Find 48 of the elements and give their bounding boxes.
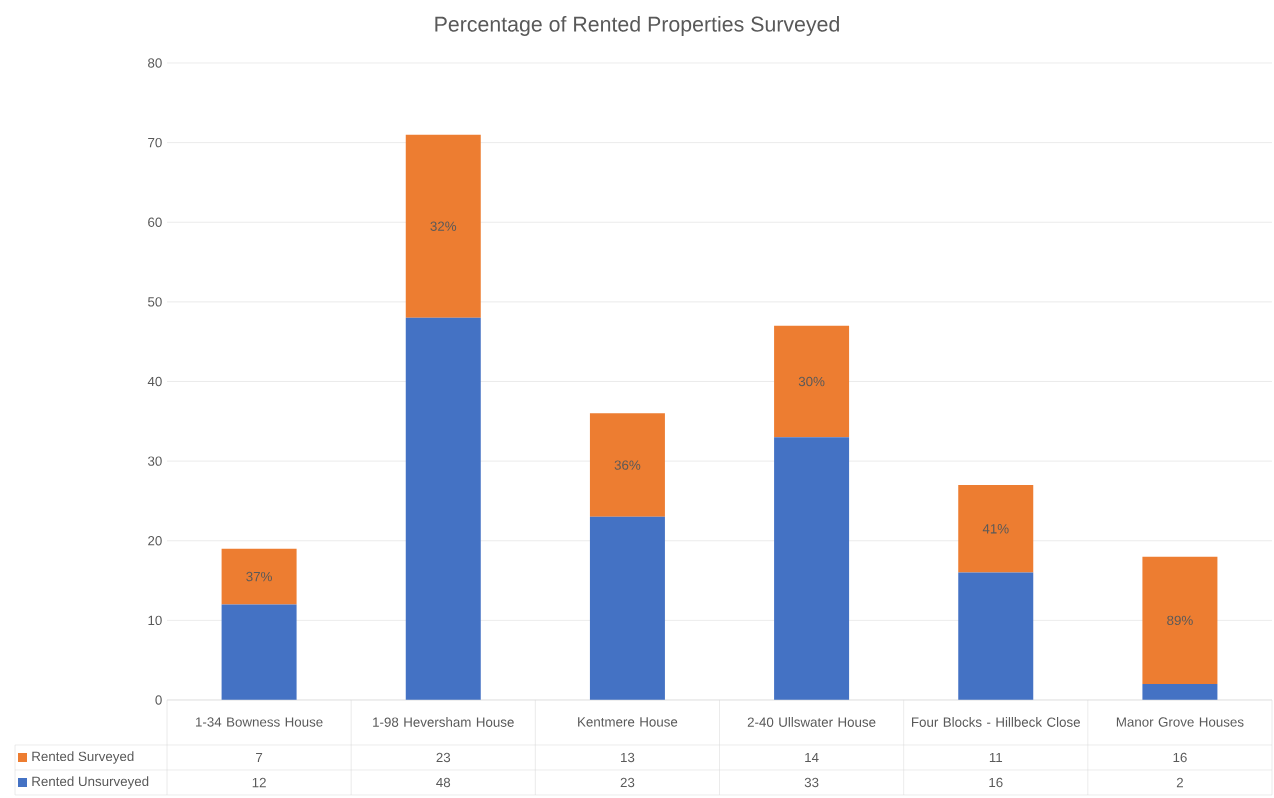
bar	[958, 485, 1034, 573]
data-label: 33	[804, 777, 819, 788]
annotation: 32%	[430, 221, 457, 231]
data-label: 13	[621, 752, 635, 763]
bar	[774, 437, 850, 700]
y-tick-label: 80	[148, 58, 162, 68]
annotation: 41%	[982, 524, 1009, 534]
bar	[589, 413, 665, 517]
bar	[221, 604, 297, 700]
y-tick-label: 70	[148, 137, 162, 148]
bar	[405, 134, 481, 318]
data-label: 12	[252, 777, 266, 788]
x-tick-label: 2-40 Ullswater House	[747, 717, 876, 727]
data-label: 14	[805, 752, 819, 763]
annotation: 89%	[1167, 615, 1193, 626]
x-tick-label: 1-98 Heversham House	[373, 717, 514, 727]
bar	[774, 325, 850, 438]
legend-label: Rented Surveyed	[32, 751, 134, 764]
data-label: 16	[1173, 752, 1187, 763]
bar	[221, 548, 297, 605]
data-label: 48	[436, 777, 451, 788]
data-label: 7	[256, 752, 263, 763]
x-tick-label: Kentmere House	[578, 717, 678, 727]
annotation: 30%	[798, 376, 825, 387]
chart-title: Percentage of Rented Properties Surveyed	[435, 16, 839, 36]
x-tick-label: Four Blocks - Hillbeck Close	[912, 717, 1080, 727]
y-tick-label: 60	[148, 217, 162, 227]
bar	[405, 317, 481, 700]
bar	[1142, 684, 1218, 700]
legend-label: Rented Unsurveyed	[32, 776, 149, 789]
data-label: 16	[989, 777, 1003, 788]
data-label: 23	[436, 752, 451, 763]
y-tick-label: 20	[148, 536, 162, 546]
data-label: 23	[620, 777, 635, 788]
y-tick-label: 30	[147, 456, 162, 466]
bar	[958, 572, 1034, 700]
data-label: 11	[989, 752, 1003, 763]
data-label: 2	[1176, 777, 1183, 788]
x-tick-label: Manor Grove Houses	[1116, 717, 1244, 727]
y-tick-label: 0	[155, 695, 162, 705]
y-tick-label: 10	[148, 615, 162, 626]
bar	[1142, 556, 1218, 685]
annotation: 37%	[246, 571, 272, 582]
y-tick-label: 50	[148, 297, 162, 307]
x-tick-label: 1-34 Bowness House	[196, 717, 323, 727]
y-tick-label: 40	[147, 376, 162, 387]
annotation: 36%	[614, 460, 641, 470]
bar	[589, 516, 665, 700]
